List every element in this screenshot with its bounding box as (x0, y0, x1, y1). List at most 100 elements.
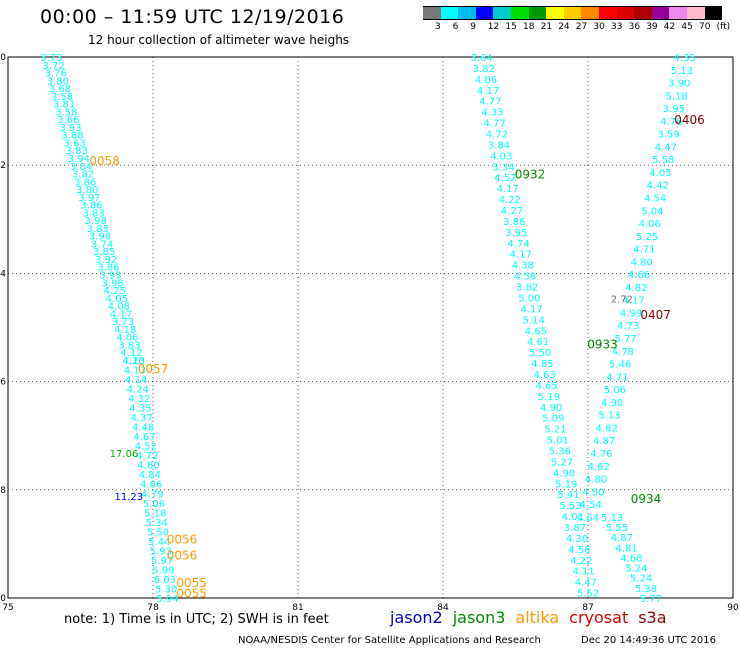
y-tick-label: 0 (0, 53, 6, 63)
swh-value: 17.06 (110, 449, 139, 460)
swh-value: 4.84 (139, 470, 161, 481)
swh-value: 4.73 (617, 321, 639, 332)
swh-value: 3.64 (471, 53, 493, 64)
swh-value: 3.86 (503, 217, 525, 228)
swh-value: 5.00 (518, 293, 540, 304)
swh-value: 4.74 (507, 239, 529, 250)
swh-value: 5.19 (555, 479, 577, 490)
x-tick-label: 90 (727, 603, 739, 613)
swh-value: 3.74 (91, 239, 113, 250)
swh-value: 5.52 (577, 589, 599, 600)
swh-value: 4.22 (499, 195, 521, 206)
swh-value: 4.66 (628, 270, 650, 281)
satellite-legend: jason2 jason3 altika cryosat s3a (390, 608, 667, 627)
color-scale-labels: 3 6 9 12 15 18 21 24 27 30 33 36 39 42 45 70 (ft) (423, 22, 740, 34)
legend-jason2: jason2 (390, 608, 443, 627)
swh-value: 4.08 (108, 302, 130, 313)
swh-value: 3.72 (42, 61, 64, 72)
color-scale-label: (ft) (716, 22, 731, 32)
swh-value: 4.11 (573, 567, 595, 578)
swh-value: 3.90 (89, 232, 111, 243)
color-scale-cell (581, 6, 599, 20)
swh-value: 4.12 (120, 348, 142, 359)
swh-value: 5.24 (625, 564, 647, 575)
swh-value: 3.58 (55, 107, 77, 118)
color-scale-label: 70 (699, 22, 711, 32)
swh-value: 11.23 (115, 492, 144, 503)
swh-value: 5.99 (152, 565, 174, 576)
swh-value: 3.73 (40, 53, 62, 64)
swh-value: 3.93 (59, 123, 81, 134)
color-scale-label: 12 (487, 22, 500, 32)
swh-value: 4.80 (631, 257, 653, 268)
swh-value: 3.85 (87, 224, 109, 235)
swh-value: 3.97 (78, 193, 100, 204)
pass-label: 0406 (674, 113, 705, 127)
legend-altika: altika (515, 608, 560, 627)
swh-value: 4.76 (660, 117, 682, 128)
swh-value: 3.84 (488, 140, 510, 151)
swh-value: 3.90 (668, 79, 690, 90)
swh-value: 4.35 (674, 53, 696, 64)
swh-value: 3.82 (72, 170, 94, 181)
swh-value: 4.72 (136, 451, 158, 462)
swh-value: 4.65 (525, 326, 547, 337)
swh-value: 4.17 (510, 250, 532, 261)
color-scale-label: 6 (452, 22, 459, 32)
pass-label: 0055 (176, 587, 207, 601)
page-subtitle: 12 hour collection of altimeter wave hei… (88, 33, 350, 47)
y-tick-label: -8 (0, 486, 6, 496)
swh-value: 5.36 (549, 446, 571, 457)
legend-cryosat: cryosat (569, 608, 629, 627)
swh-value: 4.56 (568, 545, 590, 556)
swh-value: 5.18 (665, 91, 687, 102)
swh-value: 3.80 (47, 76, 69, 87)
swh-value: 5.58 (652, 155, 674, 166)
color-scale-label: 45 (681, 22, 693, 32)
color-scale-cell (458, 6, 476, 20)
swh-value: 4.52 (135, 442, 157, 453)
color-scale-label: 36 (628, 22, 641, 32)
color-scale-label: 18 (523, 22, 535, 32)
color-scale-cell (546, 6, 564, 20)
swh-value: 5.97 (151, 556, 173, 567)
swh-value: 3.82 (516, 283, 538, 294)
swh-value: 6.03 (154, 575, 176, 586)
swh-value: 4.99 (620, 308, 642, 319)
color-scale-cell (440, 6, 459, 20)
swh-value: 4.27 (501, 206, 523, 217)
pass-label: 0058 (89, 154, 120, 168)
swh-value: 5.41 (557, 490, 579, 501)
swh-value: 5.24 (630, 574, 652, 585)
swh-value: 4.17 (497, 184, 519, 195)
swh-value: 3.93 (99, 271, 121, 282)
swh-value: 4.87 (611, 533, 633, 544)
swh-value: 5.04 (641, 206, 663, 217)
swh-value: 5.21 (544, 425, 566, 436)
color-scale-cell (475, 6, 494, 20)
swh-value: 4.18 (114, 325, 136, 336)
swh-value: 4.42 (647, 181, 669, 192)
swh-value: 4.17 (520, 304, 542, 315)
swh-value: 4.35 (129, 404, 151, 415)
pass-label: 0055 (176, 576, 207, 590)
swh-value: 4.05 (106, 294, 128, 305)
swh-value: 5.06 (604, 385, 626, 396)
swh-value: 4.86 (140, 480, 162, 491)
swh-value: 3.68 (49, 84, 71, 95)
color-scale-cell (616, 6, 635, 20)
swh-value: 5.13 (598, 411, 620, 422)
swh-value: 4.33 (481, 108, 503, 119)
credit-text: NOAA/NESDIS Center for Satellite Applica… (238, 635, 541, 646)
pass-label: 0933 (587, 338, 618, 352)
swh-value: 3.83 (83, 208, 105, 219)
swh-value: 4.62 (588, 462, 610, 473)
color-scale-label: 42 (663, 22, 676, 32)
swh-value: 4.90 (601, 398, 623, 409)
swh-value: 4.24 (127, 385, 149, 396)
swh-value: 4.87 (593, 436, 615, 447)
swh-value: 3.85 (93, 247, 115, 258)
swh-value: 4.03 (490, 151, 512, 162)
swh-value: 5.55 (606, 523, 628, 534)
color-scale-label: 39 (646, 22, 658, 32)
